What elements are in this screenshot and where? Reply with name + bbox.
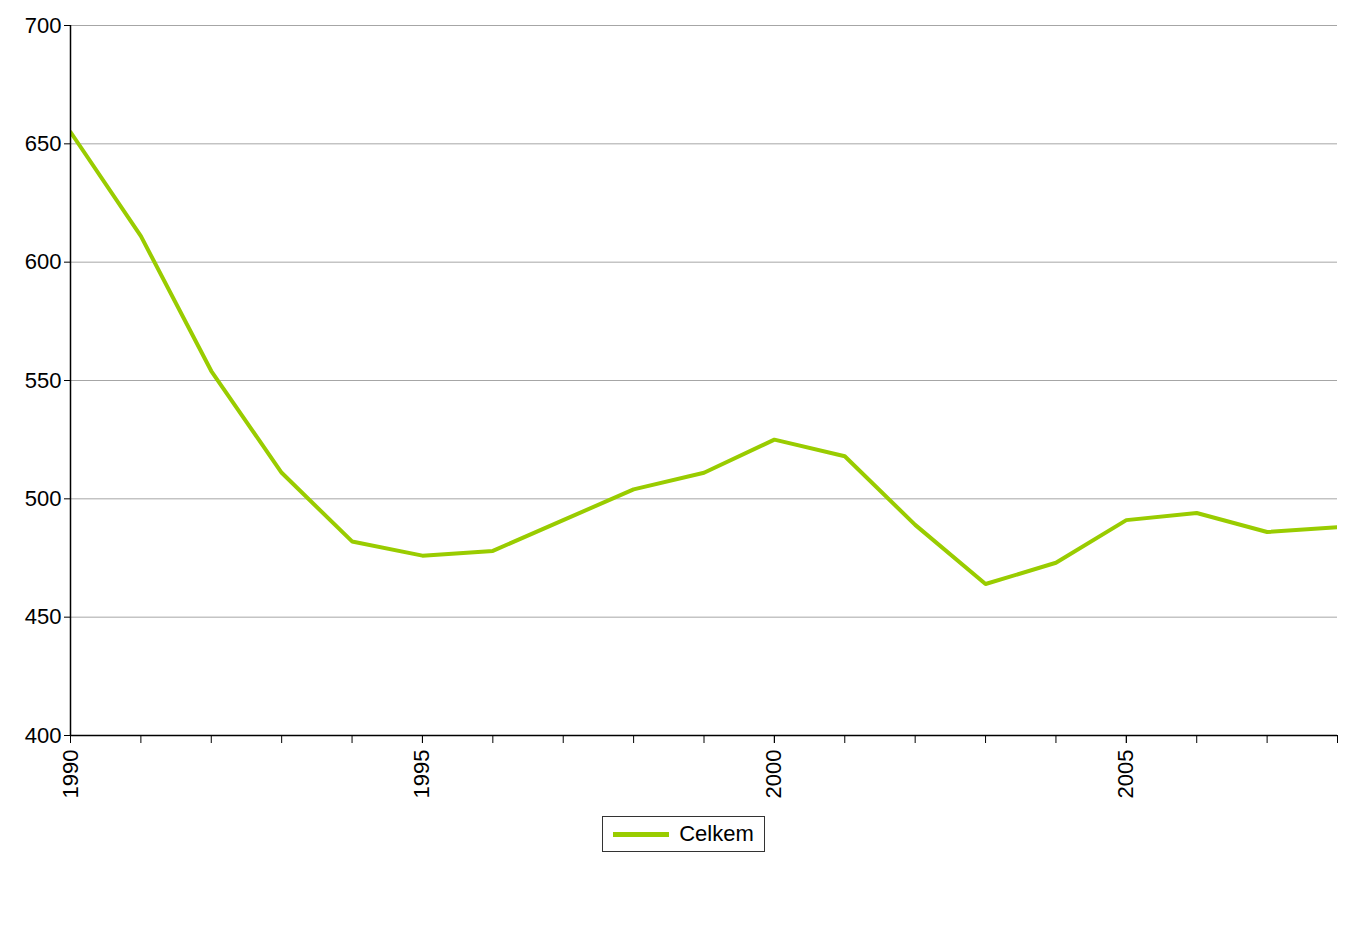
svg-text:1995: 1995 [409,750,434,799]
svg-text:500: 500 [25,486,62,511]
svg-text:600: 600 [25,249,62,274]
html-text:Celkem: Celkem [679,821,754,846]
svg-text:2005: 2005 [1113,750,1138,799]
svg-text:450: 450 [25,604,62,629]
svg-text:1990: 1990 [58,750,83,799]
svg-text:400: 400 [25,723,62,748]
svg-text:700: 700 [25,13,62,38]
svg-text:650: 650 [25,131,62,156]
svg-text:2000: 2000 [761,750,786,799]
svg-text:550: 550 [25,368,62,393]
